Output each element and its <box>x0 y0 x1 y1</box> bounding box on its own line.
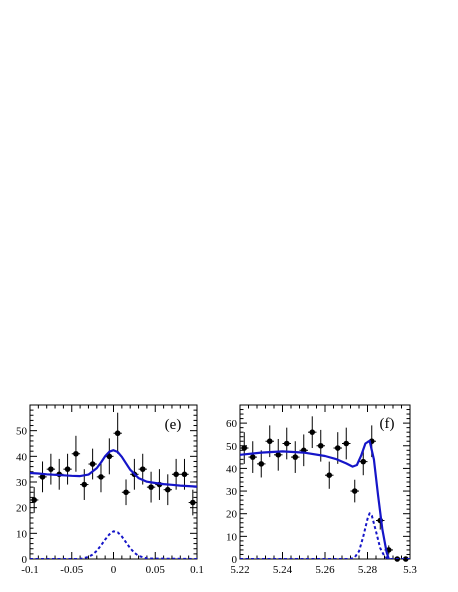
total-fit-curve <box>30 449 197 488</box>
y-tick-label: 30 <box>226 486 238 498</box>
data-point <box>283 440 290 447</box>
panel-label: (f) <box>380 416 395 432</box>
data-point <box>64 466 71 472</box>
data-point <box>31 497 37 503</box>
data-point <box>326 472 333 479</box>
signal-curve <box>30 530 197 559</box>
data-point <box>48 466 54 472</box>
data-point <box>275 452 282 458</box>
data-point <box>241 445 248 451</box>
panel-label: (e) <box>165 417 182 433</box>
data-point <box>292 454 299 460</box>
x-tick-label: 0 <box>111 564 117 576</box>
data-point <box>190 499 196 506</box>
total-fit-curve <box>240 439 390 559</box>
y-tick-label: 50 <box>226 441 238 453</box>
x-tick-label: -0.1 <box>21 564 38 576</box>
y-tick-label: 20 <box>226 509 238 521</box>
data-point <box>81 481 88 488</box>
data-point <box>351 488 358 494</box>
data-point <box>258 461 265 467</box>
x-tick-label: -0.05 <box>60 564 83 576</box>
x-tick-label: 5.28 <box>358 564 378 576</box>
y-tick-label: 0 <box>232 554 238 566</box>
data-point <box>39 474 46 480</box>
data-point <box>309 429 316 435</box>
data-point <box>89 461 96 467</box>
data-point <box>148 484 154 490</box>
y-tick-label: 50 <box>16 426 28 438</box>
x-tick-label: 5.24 <box>273 564 293 576</box>
x-tick-label: 5.3 <box>403 564 417 576</box>
signal-curve <box>240 512 410 559</box>
x-tick-label: 5.22 <box>230 564 249 576</box>
y-tick-label: 40 <box>16 451 28 463</box>
data-point <box>139 466 146 472</box>
data-point <box>173 471 179 478</box>
y-tick-label: 20 <box>16 503 28 515</box>
data-point <box>249 454 256 460</box>
x-tick-label: 0.05 <box>146 564 166 576</box>
data-point <box>106 453 113 460</box>
data-point <box>164 486 171 493</box>
data-point <box>181 471 188 478</box>
data-point <box>317 442 324 449</box>
y-tick-label: 0 <box>22 554 28 566</box>
panel-e: -0.1 -0.05 0 0.05 0.1 0 10 20 30 40 50 (e) <box>16 404 204 576</box>
data-point <box>123 489 129 496</box>
data-point <box>334 445 341 451</box>
data-point <box>73 450 79 457</box>
data-point <box>360 458 367 465</box>
y-tick-label: 30 <box>16 477 28 489</box>
y-tick-label: 10 <box>16 528 28 540</box>
panel-f: 5.22 5.24 5.26 5.28 5.3 0 10 20 30 40 50 60 (f) <box>226 404 417 576</box>
x-tick-label: 0.1 <box>190 564 204 576</box>
y-tick-label: 10 <box>226 531 238 543</box>
data-point <box>98 474 104 480</box>
data-point <box>343 440 350 447</box>
y-tick-label: 60 <box>226 418 238 430</box>
data-point <box>402 556 409 562</box>
x-tick-label: 5.26 <box>315 564 335 576</box>
data-point <box>266 438 273 445</box>
y-tick-label: 40 <box>226 463 238 475</box>
data-point <box>114 430 121 437</box>
